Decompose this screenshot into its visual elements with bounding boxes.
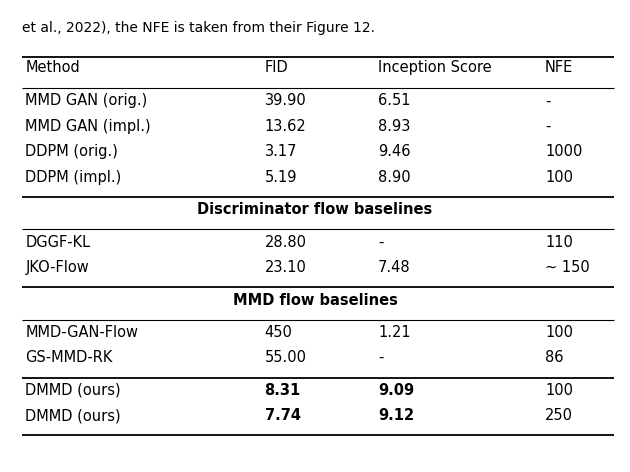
Text: Method: Method bbox=[25, 60, 80, 76]
Text: MMD GAN (impl.): MMD GAN (impl.) bbox=[25, 119, 151, 134]
Text: 9.12: 9.12 bbox=[378, 408, 414, 423]
Text: 3.17: 3.17 bbox=[265, 144, 297, 160]
Text: GS-MMD-RK: GS-MMD-RK bbox=[25, 350, 113, 365]
Text: MMD GAN (orig.): MMD GAN (orig.) bbox=[25, 93, 147, 109]
Text: 8.31: 8.31 bbox=[265, 383, 301, 398]
Text: -: - bbox=[545, 119, 551, 134]
Text: 86: 86 bbox=[545, 350, 563, 365]
Text: DMMD (ours): DMMD (ours) bbox=[25, 408, 121, 423]
Text: DDPM (impl.): DDPM (impl.) bbox=[25, 170, 122, 185]
Text: 100: 100 bbox=[545, 170, 573, 185]
Text: 100: 100 bbox=[545, 383, 573, 398]
Text: 450: 450 bbox=[265, 325, 292, 340]
Text: FID: FID bbox=[265, 60, 289, 76]
Text: 55.00: 55.00 bbox=[265, 350, 307, 365]
Text: 250: 250 bbox=[545, 408, 573, 423]
Text: Inception Score: Inception Score bbox=[378, 60, 491, 76]
Text: -: - bbox=[378, 235, 384, 250]
Text: MMD-GAN-Flow: MMD-GAN-Flow bbox=[25, 325, 138, 340]
Text: NFE: NFE bbox=[545, 60, 573, 76]
Text: DDPM (orig.): DDPM (orig.) bbox=[25, 144, 118, 160]
Text: 23.10: 23.10 bbox=[265, 260, 306, 275]
Text: 7.48: 7.48 bbox=[378, 260, 411, 275]
Text: 1.21: 1.21 bbox=[378, 325, 411, 340]
Text: 100: 100 bbox=[545, 325, 573, 340]
Text: 110: 110 bbox=[545, 235, 573, 250]
Text: MMD flow baselines: MMD flow baselines bbox=[232, 293, 398, 308]
Text: 7.74: 7.74 bbox=[265, 408, 301, 423]
Text: -: - bbox=[545, 93, 551, 109]
Text: DMMD (ours): DMMD (ours) bbox=[25, 383, 121, 398]
Text: Discriminator flow baselines: Discriminator flow baselines bbox=[197, 202, 433, 218]
Text: 28.80: 28.80 bbox=[265, 235, 307, 250]
Text: 9.46: 9.46 bbox=[378, 144, 411, 160]
Text: 39.90: 39.90 bbox=[265, 93, 306, 109]
Text: ~ 150: ~ 150 bbox=[545, 260, 590, 275]
Text: 1000: 1000 bbox=[545, 144, 582, 160]
Text: -: - bbox=[378, 350, 384, 365]
Text: et al., 2022), the NFE is taken from their Figure 12.: et al., 2022), the NFE is taken from the… bbox=[22, 21, 375, 35]
Text: JKO-Flow: JKO-Flow bbox=[25, 260, 89, 275]
Text: 8.90: 8.90 bbox=[378, 170, 411, 185]
Text: 6.51: 6.51 bbox=[378, 93, 411, 109]
Text: 8.93: 8.93 bbox=[378, 119, 410, 134]
Text: 5.19: 5.19 bbox=[265, 170, 297, 185]
Text: 9.09: 9.09 bbox=[378, 383, 414, 398]
Text: 13.62: 13.62 bbox=[265, 119, 306, 134]
Text: DGGF-KL: DGGF-KL bbox=[25, 235, 90, 250]
